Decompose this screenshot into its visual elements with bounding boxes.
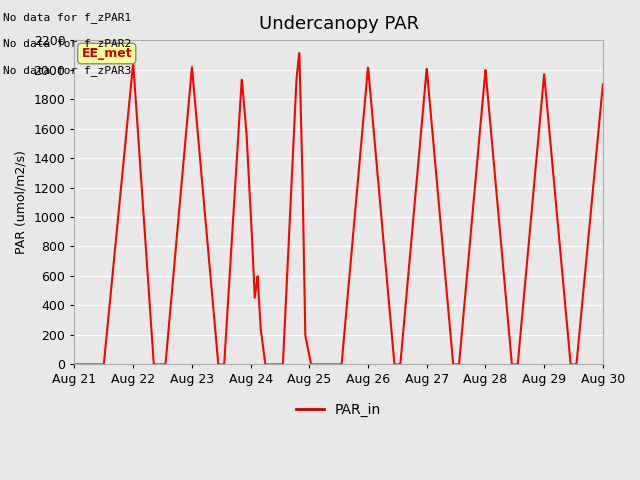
Y-axis label: PAR (umol/m2/s): PAR (umol/m2/s)	[15, 150, 28, 254]
Text: No data for f_zPAR1: No data for f_zPAR1	[3, 12, 131, 23]
Title: Undercanopy PAR: Undercanopy PAR	[259, 15, 419, 33]
Legend: PAR_in: PAR_in	[291, 397, 387, 422]
Text: EE_met: EE_met	[81, 47, 132, 60]
Text: No data for f_zPAR3: No data for f_zPAR3	[3, 65, 131, 76]
Text: No data for f_zPAR2: No data for f_zPAR2	[3, 38, 131, 49]
